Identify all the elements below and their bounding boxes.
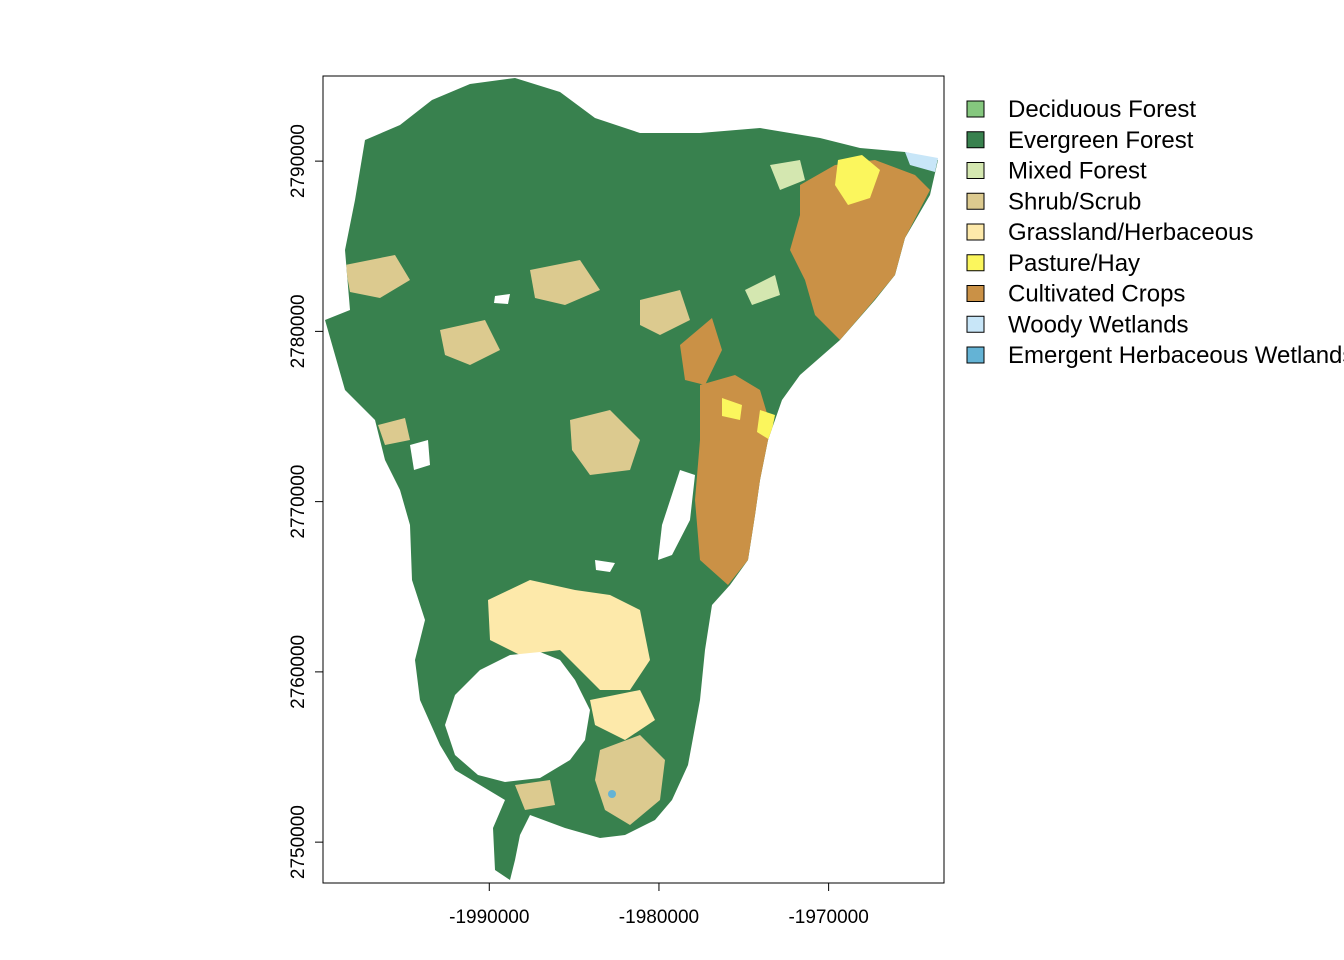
land-cover-raster <box>325 78 938 880</box>
lake-east <box>658 470 695 560</box>
y-tick-label: 2750000 <box>288 805 309 879</box>
y-axis: 2750000 2760000 2770000 2780000 2790000 <box>288 124 323 879</box>
shrub-scrub-central <box>570 410 640 475</box>
legend: Deciduous Forest Evergreen Forest Mixed Fo… <box>966 96 1344 369</box>
legend-label: Emergent Herbaceous Wetlands <box>1008 342 1344 369</box>
shrub-scrub-south <box>515 780 555 810</box>
y-tick-label: 2790000 <box>288 124 309 198</box>
land-cover-patches <box>345 155 930 825</box>
x-tick-label: -1980000 <box>619 907 699 928</box>
lake-north <box>494 294 510 304</box>
pasture-hay-south <box>757 410 775 440</box>
cultivated-crops-east <box>790 160 930 340</box>
mixed-forest-northeast <box>770 160 805 190</box>
legend-swatch <box>966 192 985 210</box>
legend-label: Mixed Forest <box>1008 158 1147 185</box>
lake-west <box>410 440 430 470</box>
grassland-patch <box>590 690 655 740</box>
y-tick-label: 2760000 <box>288 635 309 709</box>
emergent-wetland-patch <box>608 790 616 798</box>
shrub-scrub-west-edge <box>378 418 410 445</box>
cultivated-crops-west <box>680 318 722 385</box>
x-axis: -1990000 -1980000 -1970000 <box>449 883 869 928</box>
legend-swatch <box>966 346 985 364</box>
legend-label: Cultivated Crops <box>1008 281 1185 308</box>
legend-label: Grassland/Herbaceous <box>1008 219 1253 246</box>
legend-swatch <box>966 315 985 333</box>
legend-swatch <box>966 100 985 118</box>
shrub-scrub-north <box>640 290 690 335</box>
woody-wetland-north <box>905 152 938 172</box>
legend-swatch <box>966 285 985 302</box>
legend-swatch <box>966 162 985 179</box>
legend-label: Woody Wetlands <box>1008 311 1189 338</box>
y-tick-label: 2770000 <box>288 465 309 539</box>
legend-label: Shrub/Scrub <box>1008 188 1141 215</box>
shrub-scrub-west <box>345 255 410 298</box>
x-tick-label: -1990000 <box>449 907 529 928</box>
x-tick-label: -1970000 <box>788 907 868 928</box>
legend-swatch <box>966 254 985 272</box>
legend-label: Evergreen Forest <box>1008 127 1194 154</box>
mixed-forest-river <box>745 275 780 305</box>
y-tick-label: 2780000 <box>288 294 309 368</box>
shrub-scrub-center <box>440 320 500 365</box>
plot-frame <box>322 75 945 884</box>
lake-small <box>595 560 615 572</box>
mountain-summit-area <box>445 652 590 782</box>
legend-swatch <box>966 131 985 149</box>
shrub-scrub-southeast <box>595 735 665 825</box>
grassland-south-slope <box>488 580 650 690</box>
pasture-hay-north <box>835 155 880 205</box>
pasture-hay-central <box>722 398 742 420</box>
shrub-scrub-mid <box>530 260 600 305</box>
legend-label: Pasture/Hay <box>1008 250 1140 277</box>
legend-swatch <box>966 223 985 241</box>
legend-label: Deciduous Forest <box>1008 96 1196 123</box>
